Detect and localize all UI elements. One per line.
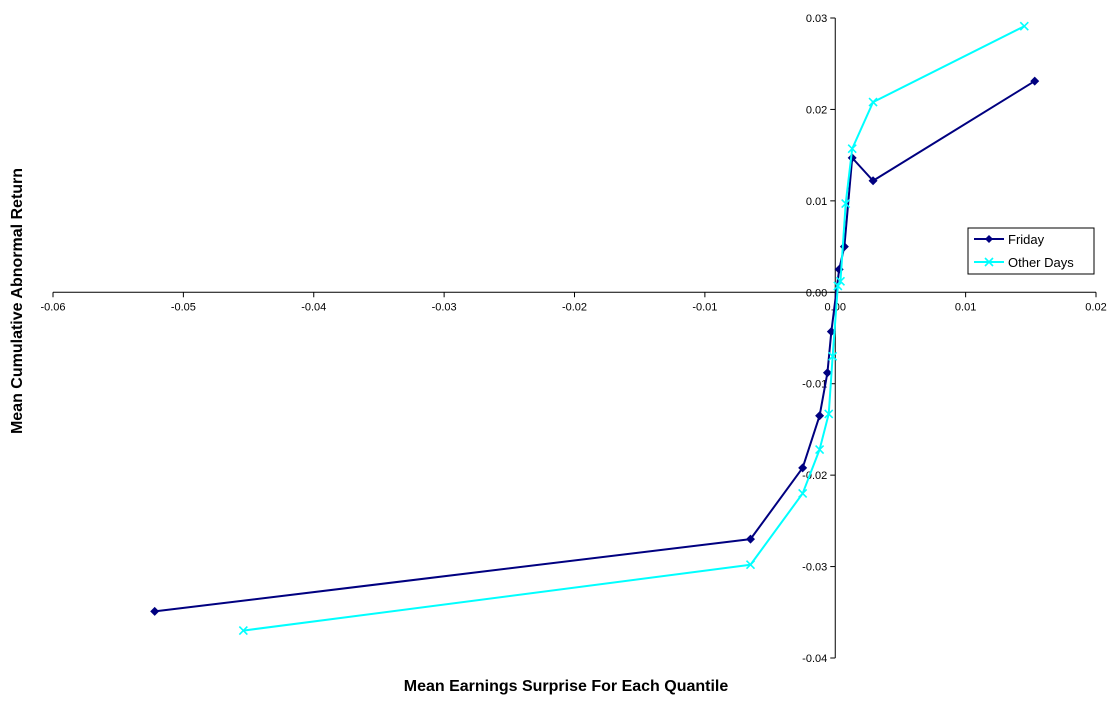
data-point: [847, 144, 857, 154]
data-point: [238, 626, 248, 636]
series-line: [154, 80, 1036, 613]
legend-friday-label: Friday: [1008, 232, 1045, 247]
data-point: [828, 351, 838, 361]
data-point: [798, 488, 808, 498]
data-point: [833, 281, 843, 291]
x-tick-label: -0.05: [171, 301, 196, 313]
y-axis-ticks: -0.04 -0.03 -0.02 -0.01 0.00 0.01 0.02 0.03: [802, 13, 836, 665]
data-point: [868, 176, 878, 186]
legend-otherdays-marker: [984, 257, 994, 267]
y-tick-label: -0.04: [802, 653, 827, 665]
y-axis-title: Mean Cumulative Abnormal Return: [9, 168, 26, 434]
series-line: [243, 25, 1025, 632]
data-point: [824, 409, 834, 419]
x-tick-label: -0.01: [692, 301, 717, 313]
series-other-days: [238, 21, 1029, 636]
data-point: [822, 368, 832, 378]
x-tick-label: 0.01: [955, 301, 976, 313]
data-point: [746, 534, 756, 544]
legend-otherdays-label: Other Days: [1008, 255, 1074, 270]
data-point: [815, 444, 825, 455]
data-point: [150, 606, 160, 616]
x-tick-label: 0.02: [1085, 301, 1106, 313]
y-tick-label: -0.02: [802, 470, 827, 482]
x-tick-label: -0.03: [432, 301, 457, 313]
data-point: [835, 276, 846, 286]
data-point: [841, 199, 851, 209]
data-point: [745, 560, 756, 570]
x-tick-label: -0.02: [562, 301, 587, 313]
y-tick-label: -0.01: [802, 379, 827, 391]
x-axis-title: Mean Earnings Surprise For Each Quantile: [404, 678, 729, 695]
data-point: [815, 411, 825, 421]
series-friday: [150, 76, 1040, 616]
y-tick-label: 0.02: [806, 104, 827, 116]
x-tick-label: -0.06: [40, 301, 65, 313]
series-layer: [150, 21, 1040, 636]
data-point: [839, 242, 849, 252]
y-tick-label: 0.00: [806, 287, 827, 299]
legend-friday-marker: [985, 235, 993, 243]
y-tick-label: -0.03: [802, 562, 827, 574]
data-point: [798, 463, 808, 473]
x-tick-label: -0.04: [301, 301, 326, 313]
y-tick-label: 0.01: [806, 196, 827, 208]
x-axis-ticks: -0.06 -0.05 -0.04 -0.03 -0.02 -0.01 0.00 0.01 0.…: [40, 292, 1107, 313]
data-point: [1030, 76, 1040, 86]
legend: Friday Other Days: [967, 227, 1095, 275]
data-point: [868, 97, 878, 107]
y-tick-label: 0.03: [806, 13, 827, 25]
data-point: [1019, 21, 1029, 31]
